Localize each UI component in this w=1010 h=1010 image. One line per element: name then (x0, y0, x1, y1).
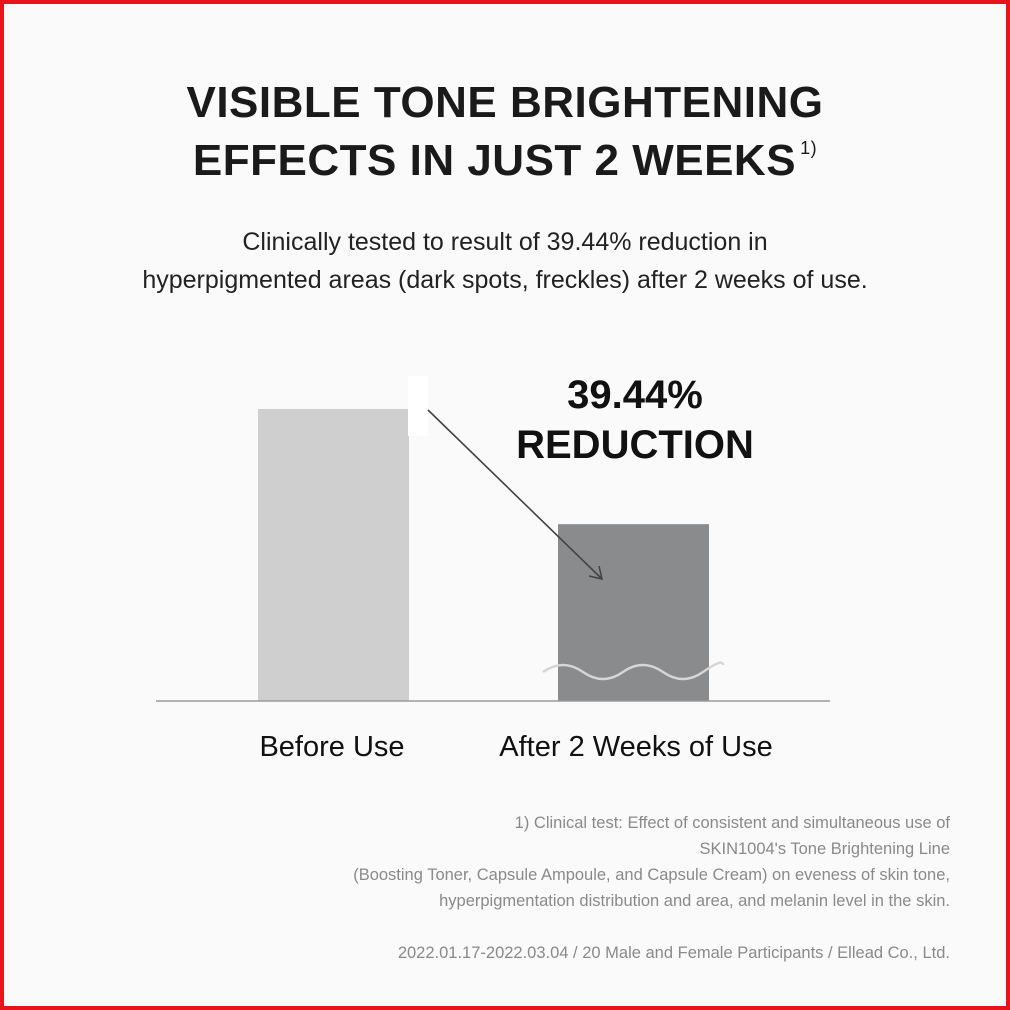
reduction-arrow-head (588, 565, 604, 581)
annotation-reduction: REDUCTION (516, 423, 754, 467)
wave-decoration (542, 661, 725, 681)
footnote-line1: 1) Clinical test: Effect of consistent a… (514, 814, 950, 832)
bar-after-2-weeks (558, 524, 709, 701)
footnote-line4: hyperpigmentation distribution and area,… (439, 892, 950, 910)
bar-chart: 39.44% REDUCTION Before Use After 2 Weeks… (156, 373, 830, 763)
subtitle-line1: Clinically tested to result of 39.44% re… (242, 228, 768, 256)
title-footnote-marker: 1) (800, 138, 818, 158)
study-info: 2022.01.17-2022.03.04 / 20 Male and Fema… (397, 944, 950, 962)
arrow-start-gap (408, 376, 428, 436)
page-title-line2-text: EFFECTS IN JUST 2 WEEKS (192, 136, 797, 185)
footnote-line2: SKIN1004's Tone Brightening Line (699, 840, 950, 858)
footnote-line3: (Boosting Toner, Capsule Ampoule, and Ca… (353, 866, 950, 884)
category-label-before-use: Before Use (259, 731, 404, 763)
annotation-percent: 39.44% (567, 373, 703, 417)
page-title-line1: VISIBLE TONE BRIGHTENING (186, 78, 824, 127)
bar-before-use (258, 409, 409, 701)
footnote-block: 1) Clinical test: Effect of consistent a… (353, 810, 950, 914)
page-title-line2: EFFECTS IN JUST 2 WEEKS 1) (0, 136, 1010, 186)
category-label-after-2-weeks: After 2 Weeks of Use (499, 731, 772, 763)
subtitle-line2: hyperpigmented areas (dark spots, freckl… (142, 266, 868, 294)
reduction-arrow-line (427, 409, 603, 580)
